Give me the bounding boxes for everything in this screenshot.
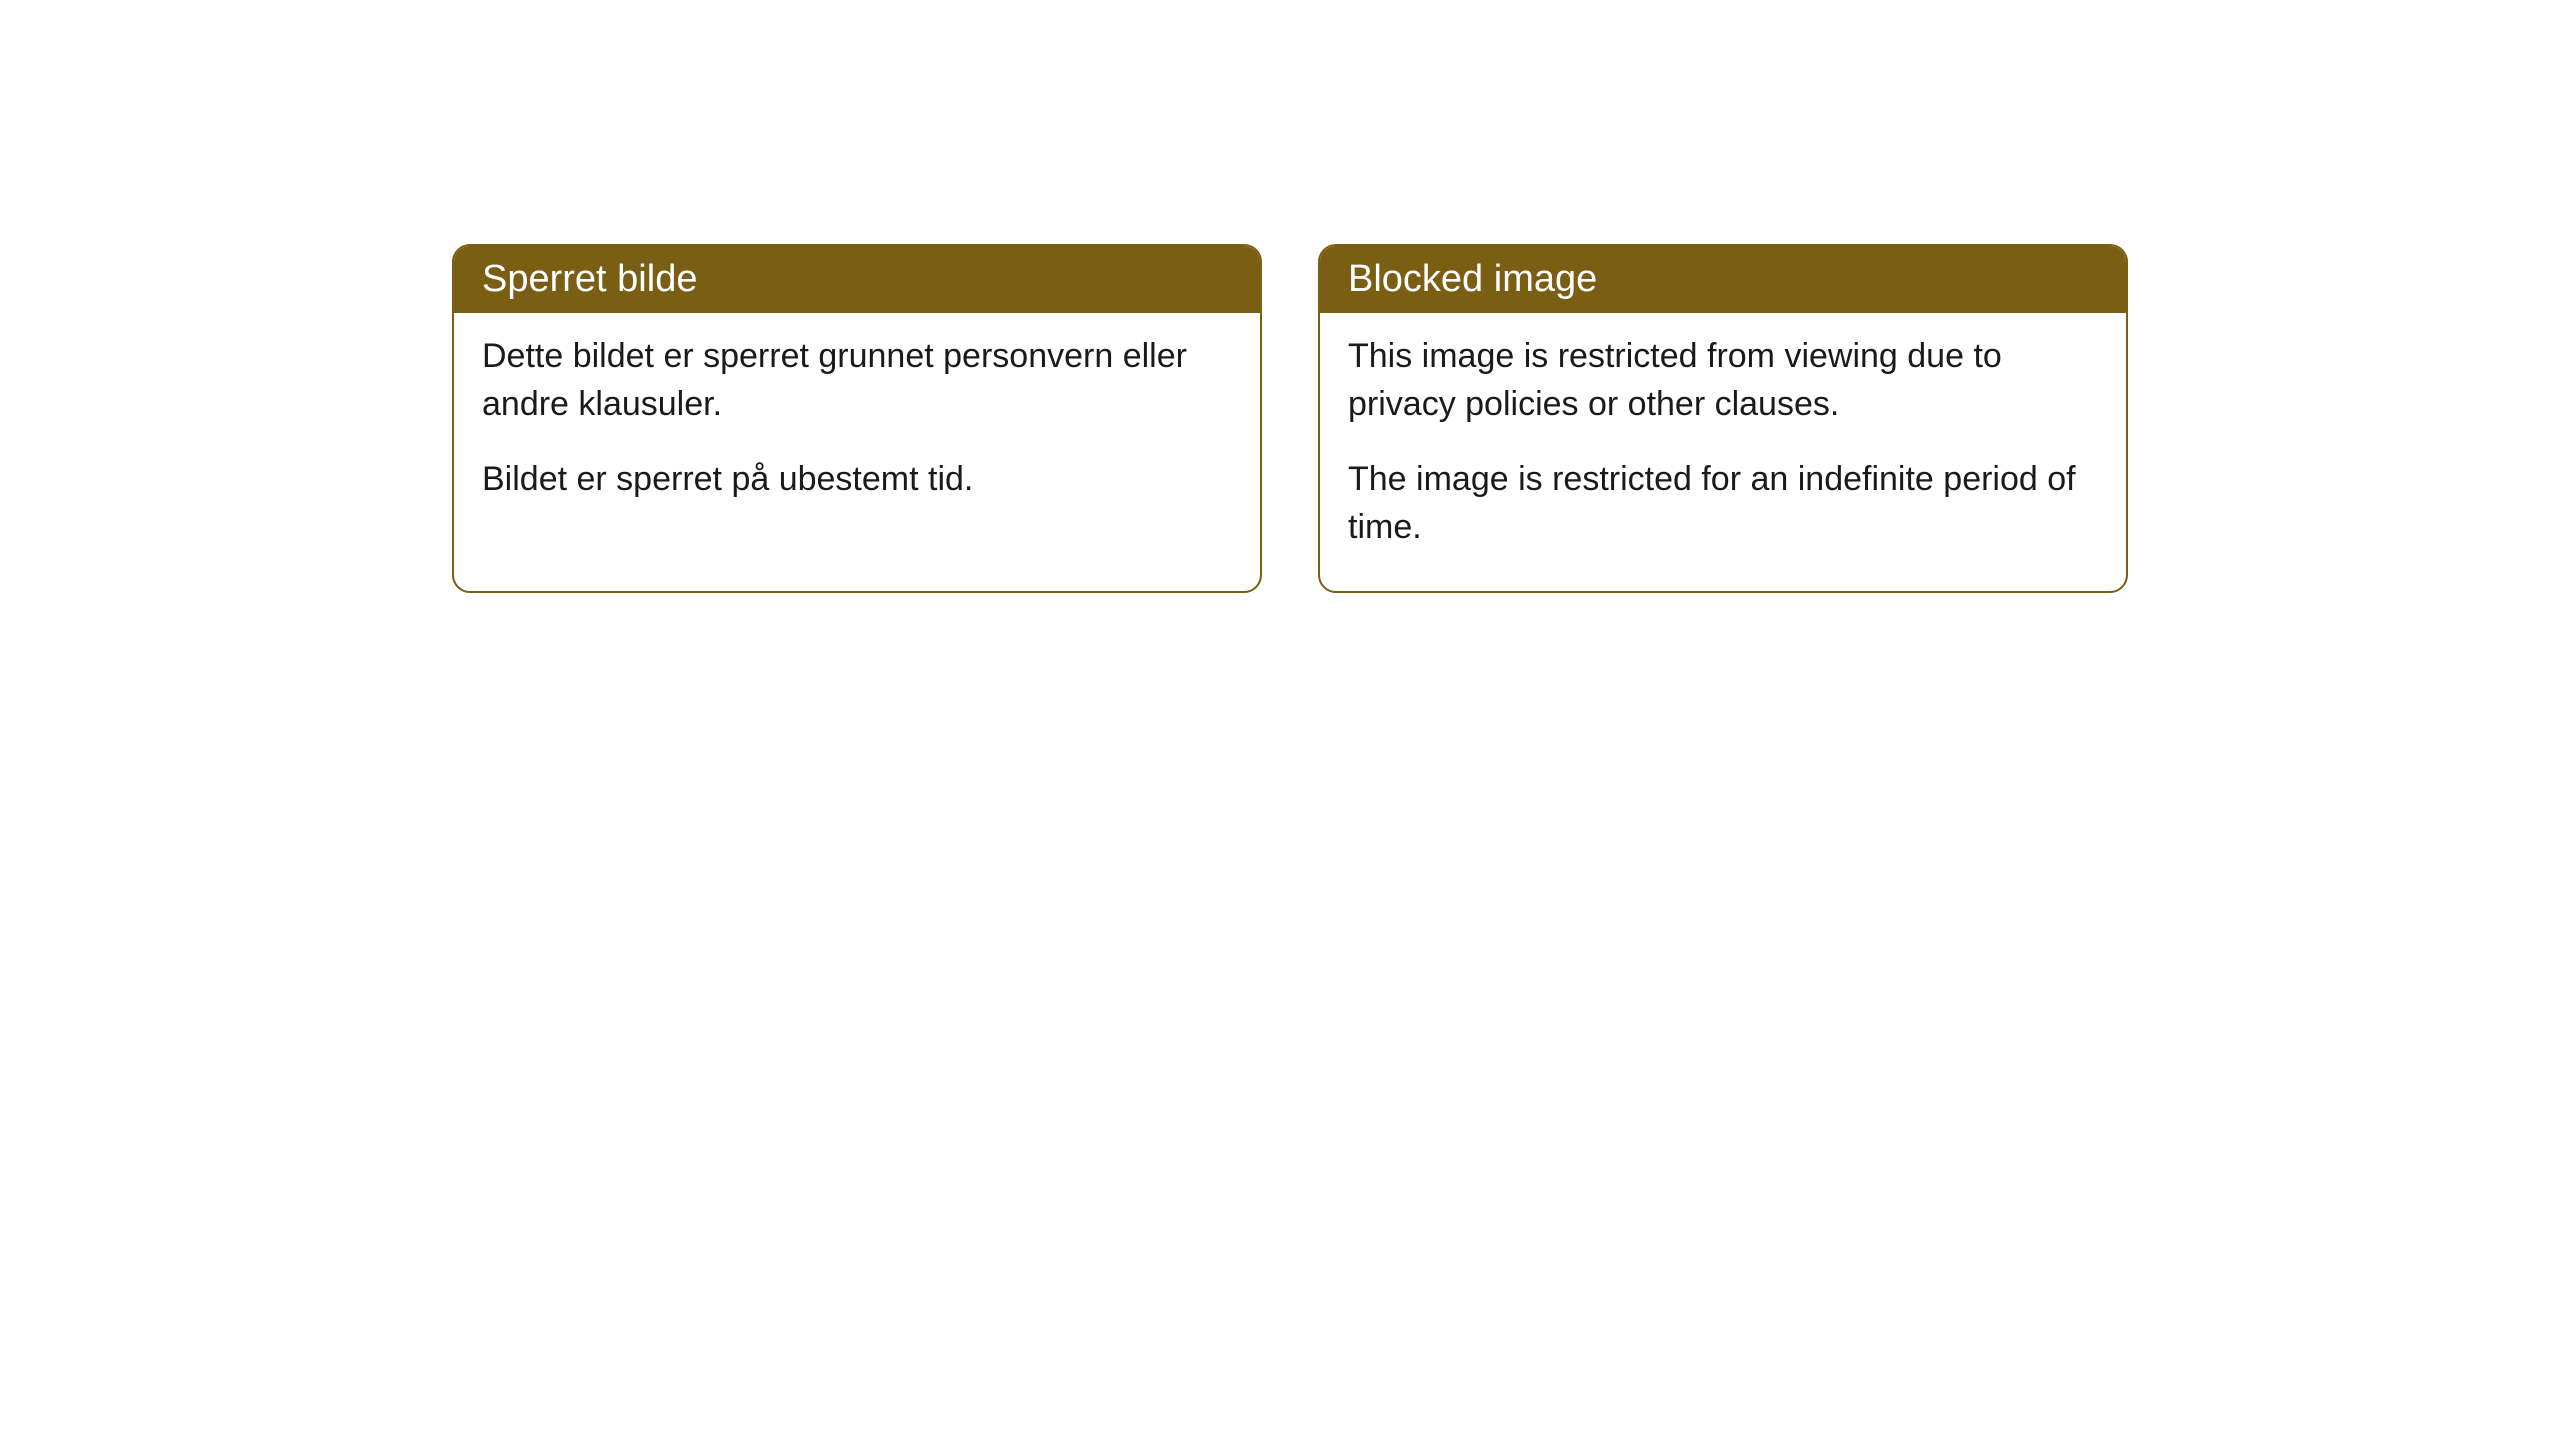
card-paragraph: Dette bildet er sperret grunnet personve… bbox=[482, 333, 1232, 428]
card-body: This image is restricted from viewing du… bbox=[1320, 313, 2126, 591]
card-paragraph: The image is restricted for an indefinit… bbox=[1348, 456, 2098, 551]
card-paragraph: Bildet er sperret på ubestemt tid. bbox=[482, 456, 1232, 504]
notice-container: Sperret bilde Dette bildet er sperret gr… bbox=[452, 244, 2128, 593]
card-header: Blocked image bbox=[1320, 246, 2126, 313]
card-title: Blocked image bbox=[1348, 258, 1597, 300]
card-paragraph: This image is restricted from viewing du… bbox=[1348, 333, 2098, 428]
card-body: Dette bildet er sperret grunnet personve… bbox=[454, 313, 1260, 544]
notice-card-english: Blocked image This image is restricted f… bbox=[1318, 244, 2128, 593]
notice-card-norwegian: Sperret bilde Dette bildet er sperret gr… bbox=[452, 244, 1262, 593]
card-title: Sperret bilde bbox=[482, 258, 697, 300]
card-header: Sperret bilde bbox=[454, 246, 1260, 313]
